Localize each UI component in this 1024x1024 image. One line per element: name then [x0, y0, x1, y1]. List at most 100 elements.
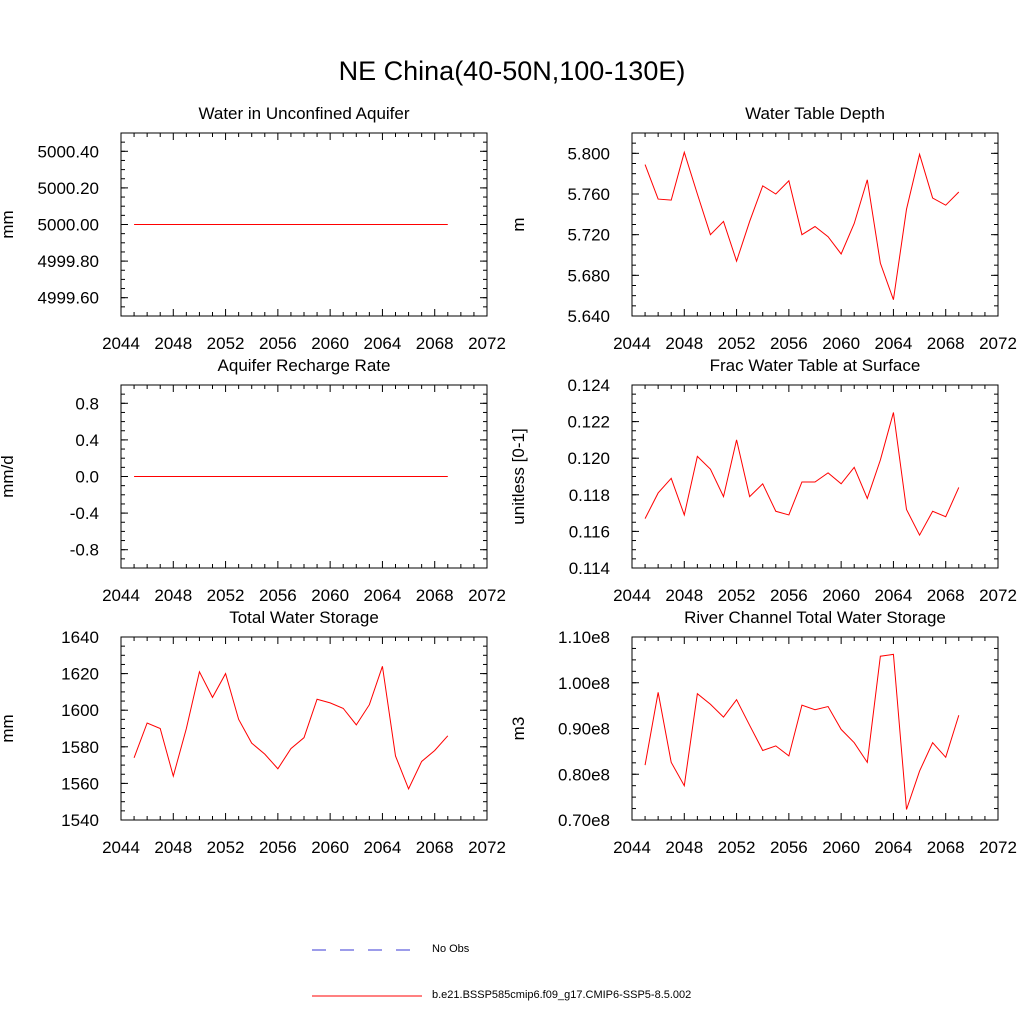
y-axis-label: mm/d — [0, 455, 17, 498]
x-tick-label: 2044 — [102, 586, 140, 605]
panel-water-unconfined-aquifer: Water in Unconfined Aquifer mm 2044 2048 205… — [0, 104, 506, 353]
x-tick-label: 2044 — [613, 334, 651, 353]
x-tick-label: 2072 — [468, 586, 506, 605]
y-tick-label: 0.0 — [75, 468, 99, 487]
x-tick-label: 2064 — [364, 838, 402, 857]
y-tick-label: 4999.80 — [38, 252, 99, 271]
x-tick-label: 2044 — [102, 838, 140, 857]
x-tick-label: 2048 — [154, 838, 192, 857]
y-tick-label: -0.4 — [70, 504, 99, 523]
series-line — [644, 653, 960, 810]
x-tick-label: 2060 — [822, 334, 860, 353]
y-tick-label: 1.00e8 — [558, 674, 610, 693]
panel-title: Aquifer Recharge Rate — [218, 356, 391, 375]
x-tick-label: 2064 — [875, 586, 913, 605]
y-axis-label: m3 — [509, 717, 528, 741]
x-tick-label: 2052 — [718, 334, 756, 353]
y-tick-label: 0.116 — [569, 522, 610, 541]
y-tick-label: 1.10e8 — [558, 628, 610, 647]
y-tick-label: 1620 — [61, 665, 99, 684]
panel-total-water-storage: Total Water Storage mm 2044 2048 2052 2056 206… — [0, 608, 506, 857]
y-tick-label: 0.114 — [569, 559, 610, 578]
x-tick-label: 2060 — [311, 838, 349, 857]
x-tick-label: 2052 — [718, 586, 756, 605]
x-tick-label: 2056 — [259, 334, 297, 353]
plot-frame — [120, 636, 488, 821]
plot-frame — [631, 636, 999, 821]
x-tick-label: 2060 — [311, 334, 349, 353]
plot-frame — [631, 384, 999, 569]
x-tick-label: 2072 — [979, 586, 1017, 605]
legend-obs-label: No Obs — [432, 943, 470, 955]
x-tick-label: 2044 — [102, 334, 140, 353]
x-tick-label: 2068 — [416, 838, 454, 857]
x-tick-label: 2056 — [259, 838, 297, 857]
y-tick-label: 1600 — [61, 701, 99, 720]
panel-water-table-depth: Water Table Depth m 2044 2048 2052 2056 2060 20… — [509, 104, 1017, 353]
x-tick-label: 2056 — [770, 838, 808, 857]
y-tick-label: 5000.00 — [38, 216, 99, 235]
y-tick-label: 1560 — [61, 774, 99, 793]
x-tick-label: 2068 — [416, 334, 454, 353]
x-tick-label: 2064 — [875, 334, 913, 353]
x-tick-label: 2048 — [665, 586, 703, 605]
x-tick-label: 2056 — [770, 334, 808, 353]
panel-title: Water Table Depth — [745, 104, 885, 123]
y-tick-label: 5.720 — [567, 226, 610, 245]
x-tick-label: 2052 — [207, 838, 245, 857]
panel-title: Water in Unconfined Aquifer — [198, 104, 409, 123]
x-tick-label: 2052 — [207, 334, 245, 353]
y-tick-label: 5000.40 — [38, 142, 99, 161]
x-tick-label: 2068 — [927, 334, 965, 353]
y-tick-label: 0.8 — [75, 394, 99, 413]
y-tick-label: 5.760 — [567, 185, 610, 204]
panel-aquifer-recharge-rate: Aquifer Recharge Rate mm/d 2044 2048 2052 205… — [0, 356, 506, 605]
y-axis-label: mm — [0, 714, 17, 742]
y-tick-label: 0.120 — [567, 449, 610, 468]
x-tick-label: 2044 — [613, 586, 651, 605]
x-tick-label: 2072 — [468, 334, 506, 353]
x-tick-label: 2048 — [154, 334, 192, 353]
x-tick-label: 2060 — [822, 586, 860, 605]
x-tick-label: 2072 — [979, 838, 1017, 857]
y-tick-label: 0.118 — [569, 486, 610, 505]
y-tick-label: 4999.60 — [38, 289, 99, 308]
y-tick-label: 0.80e8 — [558, 765, 610, 784]
y-tick-label: 1580 — [61, 738, 99, 757]
panel-river-channel-storage: River Channel Total Water Storage m3 2044 2… — [509, 608, 1017, 857]
panel-title: River Channel Total Water Storage — [684, 608, 946, 627]
legend-model-label: b.e21.BSSP585cmip6.f09_g17.CMIP6-SSP5-8.… — [432, 989, 692, 1001]
x-tick-label: 2068 — [927, 838, 965, 857]
panel-frac-water-table-surface: Frac Water Table at Surface unitless [0-1… — [509, 356, 1017, 605]
series-line — [644, 150, 960, 300]
x-tick-label: 2048 — [665, 334, 703, 353]
x-tick-label: 2052 — [718, 838, 756, 857]
x-tick-label: 2056 — [770, 586, 808, 605]
panel-title: Total Water Storage — [229, 608, 379, 627]
page-title: NE China(40-50N,100-130E) — [338, 56, 686, 86]
x-tick-label: 2068 — [927, 586, 965, 605]
x-tick-label: 2064 — [364, 334, 402, 353]
x-tick-label: 2060 — [311, 586, 349, 605]
y-tick-label: 1640 — [61, 628, 99, 647]
y-tick-label: 0.70e8 — [558, 811, 610, 830]
panel-title: Frac Water Table at Surface — [710, 356, 921, 375]
x-tick-label: 2056 — [259, 586, 297, 605]
y-axis-label: unitless [0-1] — [509, 428, 528, 524]
x-tick-label: 2044 — [613, 838, 651, 857]
y-tick-label: 0.124 — [567, 376, 610, 395]
y-axis-label: mm — [0, 210, 17, 238]
y-tick-label: -0.8 — [70, 541, 99, 560]
x-tick-label: 2060 — [822, 838, 860, 857]
y-tick-label: 5.800 — [567, 144, 610, 163]
y-tick-label: 0.122 — [567, 413, 610, 432]
y-tick-label: 5000.20 — [38, 179, 99, 198]
x-tick-label: 2064 — [364, 586, 402, 605]
x-tick-label: 2068 — [416, 586, 454, 605]
series-line — [644, 412, 960, 537]
x-tick-label: 2072 — [979, 334, 1017, 353]
x-tick-label: 2048 — [154, 586, 192, 605]
y-tick-label: 0.90e8 — [558, 720, 610, 739]
y-tick-label: 0.4 — [75, 431, 99, 450]
y-axis-label: m — [509, 217, 528, 231]
